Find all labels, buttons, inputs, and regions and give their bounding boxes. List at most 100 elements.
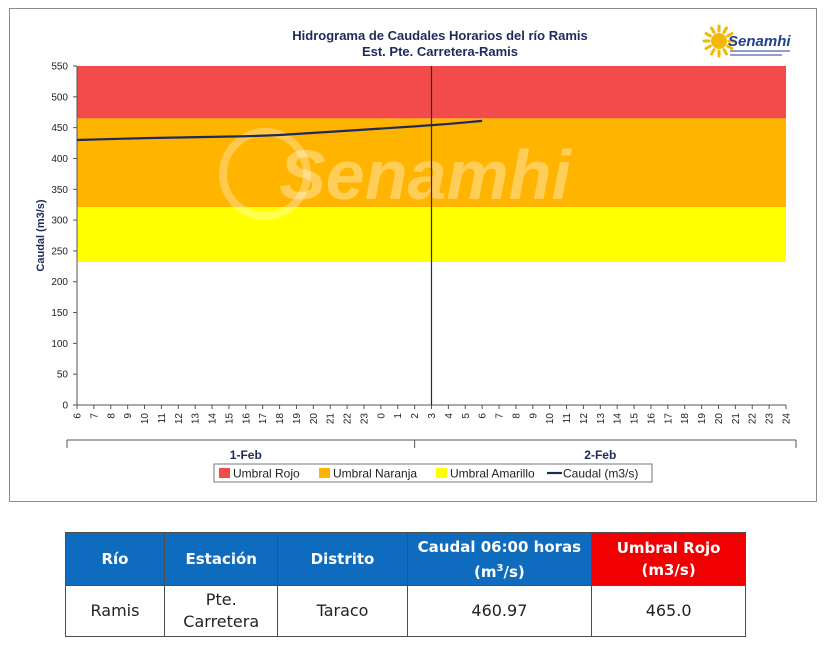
x-tick-label: 12 (579, 413, 590, 425)
y-tick-label: 400 (51, 154, 68, 165)
watermark-text: Senamhi (279, 136, 572, 214)
x-tick-label: 19 (697, 413, 708, 425)
y-tick-label: 300 (51, 216, 68, 227)
x-tick-label: 21 (731, 413, 742, 425)
x-tick-label: 20 (309, 413, 320, 425)
header-distrito: Distrito (277, 532, 408, 586)
legend-label: Umbral Amarillo (450, 467, 535, 481)
x-tick-label: 9 (528, 413, 539, 419)
sun-ray (726, 44, 734, 50)
x-tick-label: 5 (461, 413, 472, 419)
x-tick-label: 14 (613, 413, 624, 425)
x-tick-label: 8 (106, 413, 117, 419)
chart-title: Hidrograma de Caudales Horarios del río … (292, 28, 587, 43)
y-tick-label: 250 (51, 246, 68, 257)
x-tick-label: 22 (343, 413, 354, 425)
cell-estacion-line1: Pte. (205, 590, 237, 609)
hydrograph-chart: Hidrograma de Caudales Horarios del río … (35, 24, 797, 483)
cell-distrito: Taraco (277, 585, 408, 637)
x-tick-label: 22 (748, 413, 759, 425)
x-tick-label: 6 (73, 413, 84, 419)
y-tick-label: 450 (51, 123, 68, 134)
x-tick-label: 1 (393, 413, 404, 419)
legend-swatch (319, 468, 330, 478)
sun-ray (710, 48, 716, 56)
header-caudal-unit-sup: 3 (496, 562, 504, 574)
cell-rio: Ramis (65, 585, 165, 637)
x-tick-label: 11 (157, 413, 168, 424)
legend-label: Caudal (m3/s) (563, 467, 638, 481)
cell-estacion-line2: Carretera (183, 612, 260, 631)
header-caudal: Caudal 06:00 horas (m3/s) (406, 532, 593, 586)
x-tick-label: 18 (275, 413, 286, 425)
logo-text: Senamhi (728, 33, 791, 50)
x-tick-label: 17 (663, 413, 674, 425)
x-tick-label: 0 (376, 413, 387, 419)
x-tick-label: 3 (427, 413, 438, 419)
x-tick-label: 18 (680, 413, 691, 425)
header-umbral-rojo: Umbral Rojo (m3/s) (591, 532, 746, 586)
x-tick-label: 10 (140, 413, 151, 425)
header-caudal-line1: Caudal 06:00 horas (417, 537, 582, 556)
x-tick-label: 19 (292, 413, 303, 425)
y-tick-label: 500 (51, 92, 68, 103)
x-tick-label: 9 (123, 413, 134, 419)
x-tick-label: 4 (444, 413, 455, 419)
series-line-caudal (76, 119, 483, 142)
table-header-row: Río Estación Distrito Caudal 06:00 horas… (65, 532, 746, 586)
x-tick-label: 12 (174, 413, 185, 425)
x-tick-label: 7 (495, 413, 506, 419)
sun-ray (726, 32, 734, 38)
x-tick-label: 2 (410, 413, 421, 419)
x-tick-label: 6 (478, 413, 489, 419)
day-label: 1-Feb (230, 448, 262, 462)
chart-subtitle: Est. Pte. Carretera-Ramis (362, 44, 518, 59)
legend-swatch (436, 468, 447, 478)
x-tick-label: 15 (630, 413, 641, 425)
y-tick-label: 0 (62, 401, 68, 412)
x-tick-label: 23 (359, 413, 370, 425)
x-tick-label: 13 (191, 413, 202, 425)
watermark-sun-ring (219, 128, 311, 220)
legend-label: Umbral Naranja (333, 467, 417, 481)
y-tick-label: 200 (51, 277, 68, 288)
cell-caudal: 460.97 (406, 585, 593, 637)
table-row: Ramis Pte. Carretera Taraco 460.97 465.0 (65, 585, 746, 637)
y-tick-label: 350 (51, 185, 68, 196)
y-tick-label: 550 (51, 62, 68, 73)
header-estacion: Estación (163, 532, 279, 586)
x-tick-label: 16 (241, 413, 252, 425)
watermark-sun-icon (219, 128, 311, 220)
legend-label: Umbral Rojo (233, 467, 300, 481)
y-axis-label: Caudal (m3/s) (35, 199, 47, 271)
x-tick-label: 24 (782, 413, 793, 425)
chart-frame: Hidrograma de Caudales Horarios del río … (9, 8, 817, 502)
x-tick-label: 20 (714, 413, 725, 425)
header-umbral-line1: Umbral Rojo (616, 539, 721, 557)
x-tick-label: 10 (545, 413, 556, 425)
sun-ray (722, 26, 728, 34)
y-tick-label: 100 (51, 339, 68, 350)
sun-ray (704, 32, 712, 38)
header-umbral-line2: (m3/s) (641, 561, 696, 579)
sun-icon (702, 24, 736, 58)
day-label: 2-Feb (584, 448, 616, 462)
x-tick-label: 8 (511, 413, 522, 419)
x-tick-label: 7 (89, 413, 100, 419)
header-caudal-unit-a: (m (474, 562, 497, 581)
sun-ray (710, 26, 716, 34)
cell-estacion: Pte. Carretera (163, 585, 279, 637)
x-tick-label: 21 (326, 413, 337, 425)
x-tick-label: 14 (208, 413, 219, 425)
sun-ray (704, 44, 712, 50)
y-tick-label: 150 (51, 308, 68, 319)
header-rio: Río (65, 532, 165, 586)
sun-ray (722, 48, 728, 56)
x-tick-label: 17 (258, 413, 269, 425)
x-tick-label: 15 (224, 413, 235, 425)
x-tick-label: 13 (596, 413, 607, 425)
senamhi-logo: Senamhi (702, 24, 791, 58)
x-tick-label: 16 (646, 413, 657, 425)
x-tick-label: 11 (562, 413, 573, 424)
legend-swatch (219, 468, 230, 478)
